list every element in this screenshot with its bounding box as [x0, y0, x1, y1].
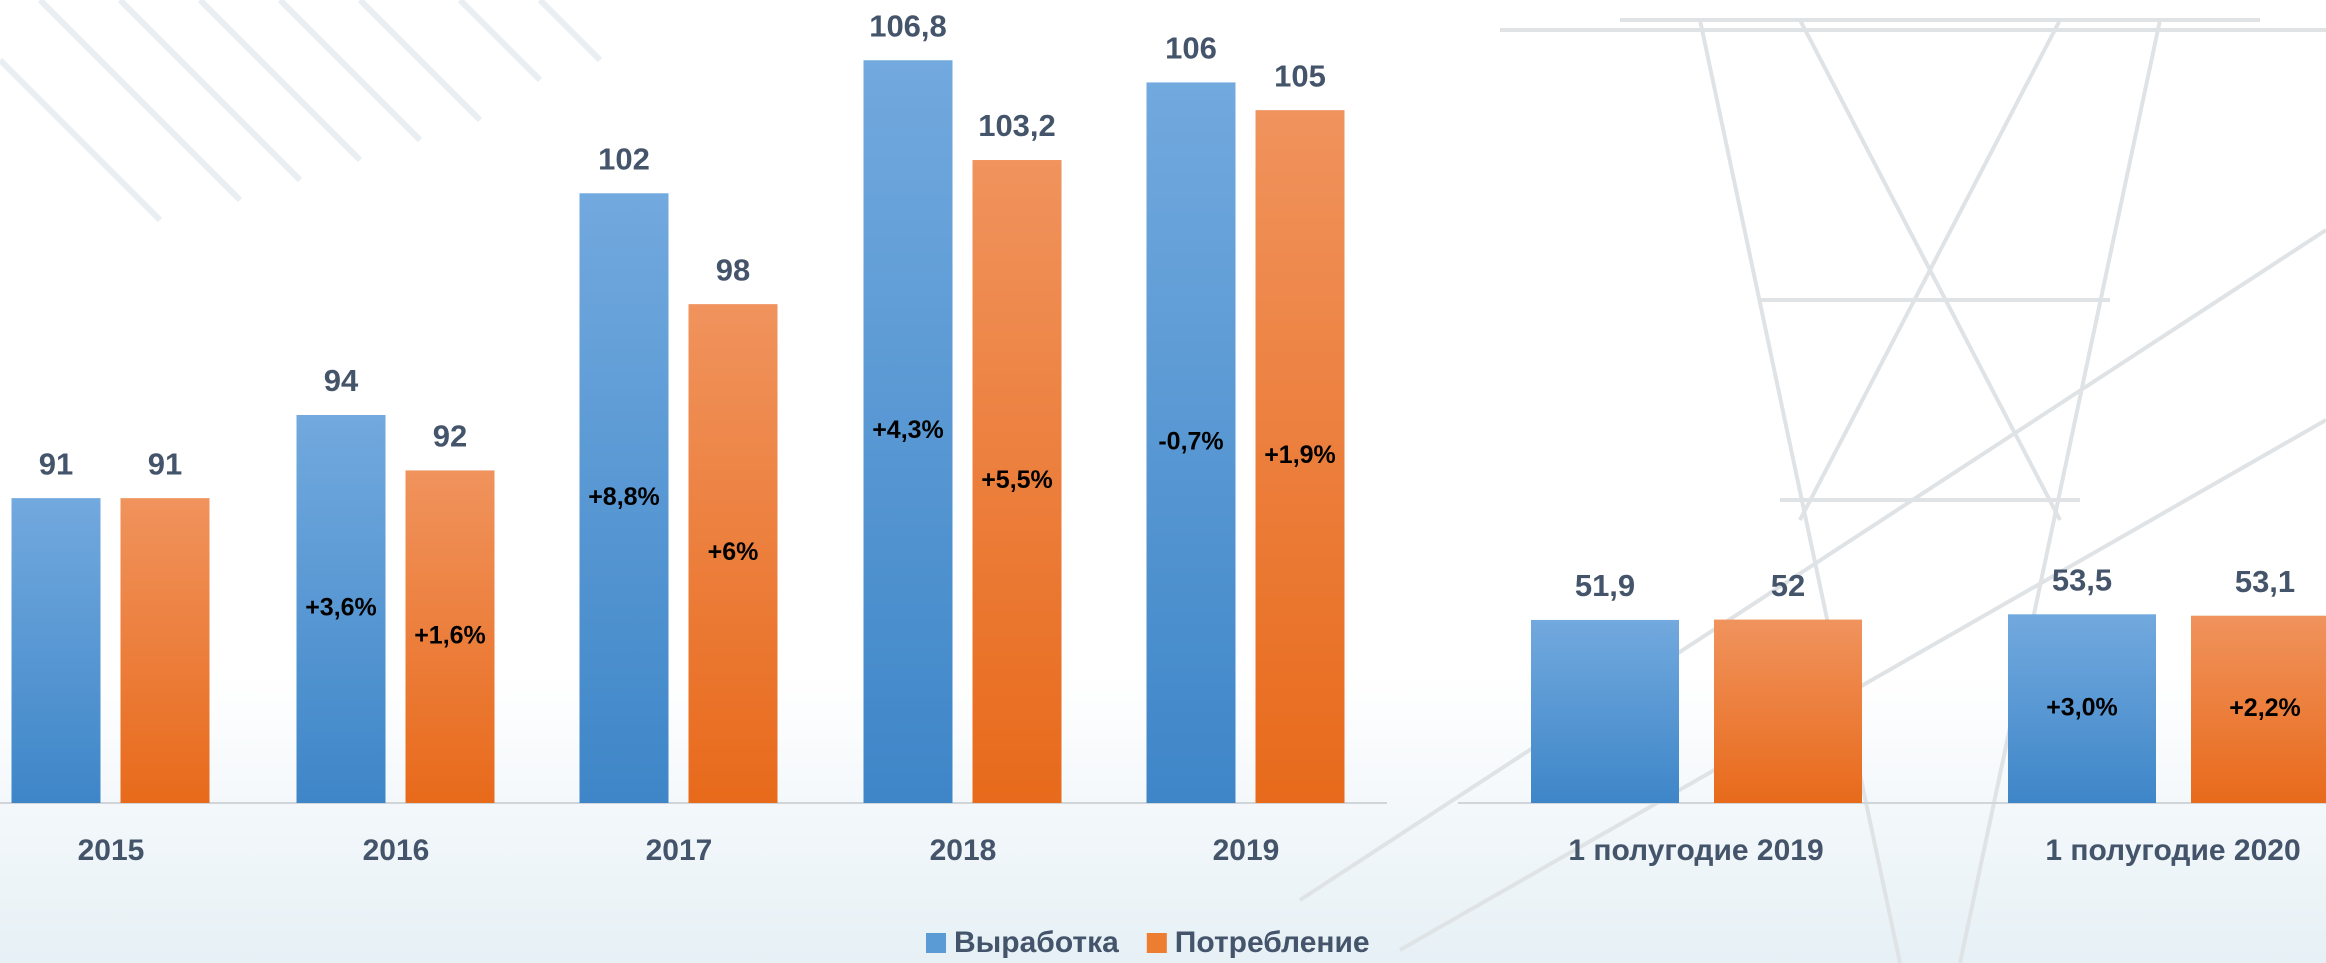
- value-label: 102: [598, 141, 650, 176]
- value-label: 98: [716, 252, 750, 287]
- value-label: 94: [324, 363, 359, 398]
- value-label: 53,5: [2052, 562, 2112, 597]
- value-label: 51,9: [1575, 568, 1635, 603]
- bar: [1714, 620, 1862, 803]
- change-label: +2,2%: [2229, 694, 2301, 722]
- x-tick-label: 1 полугодие 2020: [2045, 834, 2300, 867]
- x-tick-label: 2015: [78, 834, 145, 867]
- x-tick-label: 2017: [646, 834, 713, 867]
- value-label: 106,8: [869, 8, 947, 43]
- change-label: +1,9%: [1264, 441, 1336, 469]
- bar: [12, 498, 101, 803]
- bar: [121, 498, 210, 803]
- chart: 2015 2016 2017 2018 2019 91 94 +3,6% 102 +8,8% 106…: [0, 0, 2326, 963]
- bar: [1531, 620, 1679, 803]
- change-label: +3,6%: [305, 594, 377, 622]
- value-label: 105: [1274, 58, 1326, 93]
- change-label: +3,0%: [2046, 693, 2118, 721]
- x-tick-label: 2016: [363, 834, 430, 867]
- value-label: 91: [39, 446, 73, 481]
- x-tick-label: 2018: [930, 834, 997, 867]
- value-label: 92: [433, 419, 467, 454]
- change-label: +5,5%: [981, 466, 1053, 494]
- legend-label: Выработка: [954, 926, 1119, 959]
- x-tick-label: 1 полугодие 2019: [1568, 834, 1823, 867]
- legend-swatch: [1147, 933, 1167, 953]
- value-label: 103,2: [978, 108, 1056, 143]
- change-label: +6%: [708, 538, 759, 566]
- change-label: +1,6%: [414, 621, 486, 649]
- change-label: +4,3%: [872, 416, 944, 444]
- legend-label: Потребление: [1175, 926, 1370, 959]
- change-label: -0,7%: [1158, 427, 1223, 455]
- legend-swatch: [926, 933, 946, 953]
- value-label: 53,1: [2235, 564, 2295, 599]
- value-label: 52: [1771, 568, 1805, 603]
- change-label: +8,8%: [588, 483, 660, 511]
- value-label: 106: [1165, 31, 1217, 66]
- page: 2015 2016 2017 2018 2019 91 94 +3,6% 102 +8,8% 106…: [0, 0, 2326, 963]
- value-label: 91: [148, 446, 182, 481]
- x-tick-label: 2019: [1213, 834, 1280, 867]
